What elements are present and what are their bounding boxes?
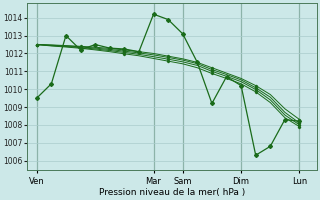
X-axis label: Pression niveau de la mer( hPa ): Pression niveau de la mer( hPa ) <box>99 188 245 197</box>
